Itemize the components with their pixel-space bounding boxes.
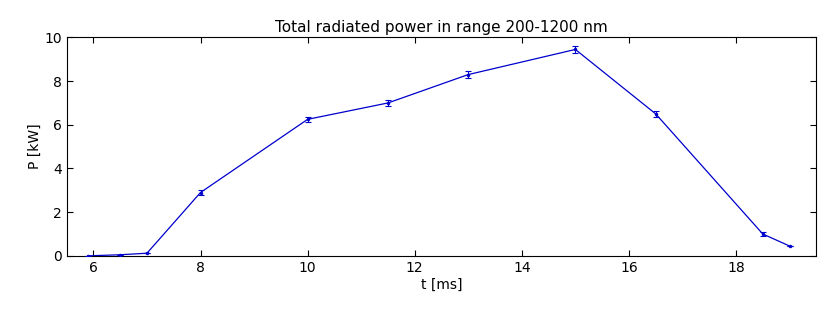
- Y-axis label: P [kW]: P [kW]: [27, 124, 42, 169]
- Title: Total radiated power in range 200-1200 nm: Total radiated power in range 200-1200 n…: [275, 20, 608, 35]
- X-axis label: t [ms]: t [ms]: [421, 277, 462, 291]
